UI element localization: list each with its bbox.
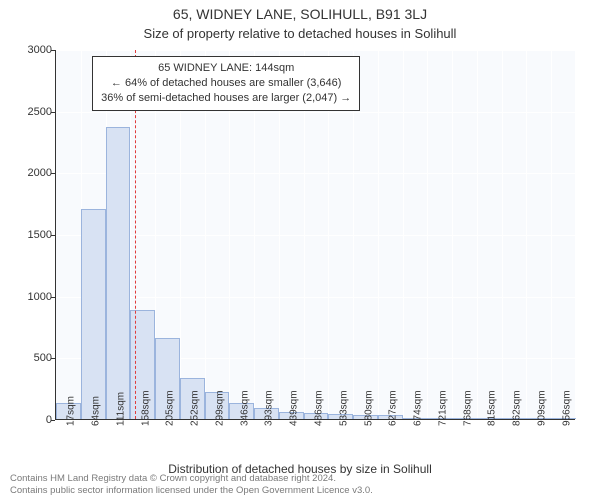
y-tick-label: 1000 xyxy=(8,291,52,303)
annotation-line-2: ← 64% of detached houses are smaller (3,… xyxy=(101,76,351,91)
y-tick-mark xyxy=(51,173,55,174)
grid-horizontal xyxy=(56,297,575,298)
grid-horizontal xyxy=(56,235,575,236)
chart-container: 65, WIDNEY LANE, SOLIHULL, B91 3LJ Size … xyxy=(0,0,600,500)
y-tick-mark xyxy=(51,235,55,236)
footer-line-1: Contains HM Land Registry data © Crown c… xyxy=(10,473,373,485)
chart-title-sub: Size of property relative to detached ho… xyxy=(0,26,600,41)
y-tick-mark xyxy=(51,420,55,421)
y-tick-label: 3000 xyxy=(8,44,52,56)
y-tick-label: 0 xyxy=(8,414,52,426)
y-tick-label: 2500 xyxy=(8,106,52,118)
histogram-bar xyxy=(81,209,106,419)
annotation-line-3: 36% of semi-detached houses are larger (… xyxy=(101,91,351,106)
annotation-box: 65 WIDNEY LANE: 144sqm ← 64% of detached… xyxy=(92,56,360,111)
y-tick-label: 1500 xyxy=(8,229,52,241)
footer-line-2: Contains public sector information licen… xyxy=(10,485,373,497)
chart-title-main: 65, WIDNEY LANE, SOLIHULL, B91 3LJ xyxy=(0,6,600,22)
y-tick-mark xyxy=(51,358,55,359)
y-tick-label: 500 xyxy=(8,352,52,364)
grid-horizontal xyxy=(56,112,575,113)
histogram-bar xyxy=(106,127,131,419)
annotation-line-1: 65 WIDNEY LANE: 144sqm xyxy=(101,61,351,76)
y-tick-label: 2000 xyxy=(8,167,52,179)
grid-horizontal xyxy=(56,50,575,51)
y-tick-mark xyxy=(51,112,55,113)
y-tick-mark xyxy=(51,50,55,51)
y-tick-mark xyxy=(51,297,55,298)
footer-attribution: Contains HM Land Registry data © Crown c… xyxy=(10,473,373,497)
grid-horizontal xyxy=(56,173,575,174)
